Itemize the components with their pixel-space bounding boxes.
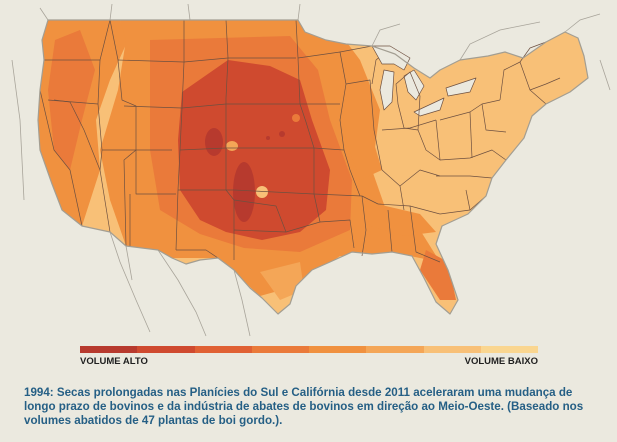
us-outline (37, 19, 589, 315)
neighbor-borders (11, 3, 611, 337)
legend-swatch (366, 346, 424, 353)
state-borders (39, 19, 561, 263)
map-caption: 1994: Secas prolongadas nas Planícies do… (24, 386, 584, 427)
heat-dot-c (292, 114, 300, 122)
us-map-svg (11, 3, 611, 337)
legend-color-scale (80, 346, 538, 353)
legend-swatch (137, 346, 195, 353)
heat-light-spot (226, 141, 238, 151)
heat-band-west-dark (48, 30, 95, 170)
heat-light-spot-2 (256, 186, 268, 198)
legend-high-label: VOLUME ALTO (80, 356, 148, 367)
heat-band-florida (420, 250, 456, 300)
legend-swatch (480, 346, 538, 353)
legend-swatch (423, 346, 481, 353)
legend: VOLUME ALTO VOLUME BAIXO (80, 346, 538, 367)
heat-band-southeast (360, 200, 436, 236)
map (11, 3, 611, 337)
heat-dot-a (279, 131, 285, 137)
legend-swatch (251, 346, 309, 353)
heat-hotspot-south (233, 162, 255, 222)
legend-swatch (194, 346, 252, 353)
heat-dot-b (266, 136, 270, 140)
legend-swatch (80, 346, 138, 353)
heat-band-texas-coast (260, 262, 304, 300)
legend-low-label: VOLUME BAIXO (464, 356, 538, 367)
heat-layer (38, 20, 588, 314)
legend-swatch (309, 346, 367, 353)
heat-hotspot-north (205, 128, 223, 156)
